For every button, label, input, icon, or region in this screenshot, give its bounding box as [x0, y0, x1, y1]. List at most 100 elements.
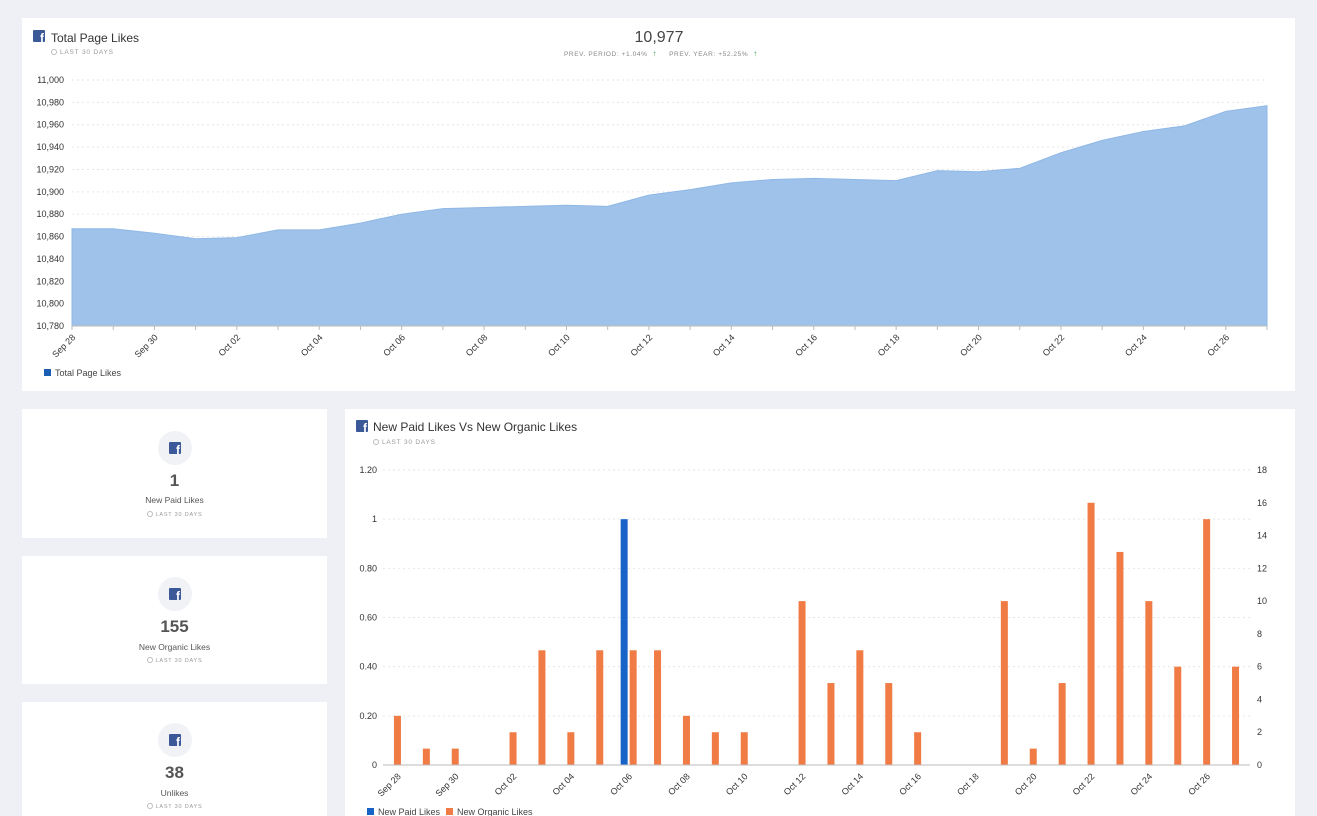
y-tick-label: 10,780	[36, 321, 64, 331]
period-label: LAST 30 DAYS	[51, 49, 114, 56]
stat-icon-circle	[158, 577, 192, 611]
x-tick-label: Oct 04	[299, 332, 325, 358]
y-tick-label: 10,820	[36, 276, 64, 286]
y-right-tick-label: 8	[1257, 629, 1262, 639]
x-tick-label: Oct 12	[628, 332, 654, 358]
y-tick-label: 11,000	[37, 75, 64, 85]
total-value: 10,977	[634, 29, 684, 46]
x-tick-label: Oct 22	[1071, 771, 1097, 797]
stat-card-paid: 1 New Paid Likes LAST 30 DAYS	[22, 409, 327, 538]
legend-swatch-paid	[367, 808, 374, 815]
bar-new-organic-likes	[711, 732, 719, 765]
y-right-tick-label: 18	[1257, 465, 1267, 475]
y-tick-label: 10,980	[36, 97, 64, 107]
paid-vs-organic-chart: 0 0.20 0.40 0.60 0.80 1 1.20 0 2 4 6 8 10 12 14 16 18 Sep…	[359, 465, 1267, 799]
prev-year-change: PREV. YEAR: +52.25%	[669, 51, 749, 58]
bar-new-organic-likes	[682, 715, 690, 765]
total-page-likes-card: Total Page Likes LAST 30 DAYS 10,977 PRE…	[22, 18, 1295, 391]
x-tick-label: Oct 14	[839, 771, 865, 797]
stat-value: 1	[169, 471, 180, 490]
stat-period: LAST 30 DAYS	[22, 511, 327, 518]
y-right-tick-label: 10	[1257, 596, 1267, 606]
comparison-row: PREV. PERIOD: +1.04% ↑ PREV. YEAR: +52.25%…	[564, 49, 770, 58]
y-left-tick-label: 0	[372, 760, 377, 770]
clock-icon	[146, 657, 153, 663]
y-left-tick-label: 1.20	[359, 465, 377, 475]
x-tick-label: Oct 24	[1123, 332, 1149, 358]
bar-new-organic-likes	[596, 650, 604, 765]
x-tick-label: Oct 18	[955, 771, 981, 797]
bar-new-organic-likes	[1029, 748, 1037, 765]
card-title: Total Page Likes	[51, 31, 140, 45]
y-tick-label: 10,860	[36, 232, 64, 242]
facebook-icon	[169, 734, 181, 746]
chart-legend[interactable]: New Paid Likes New Organic Likes	[367, 807, 533, 816]
bar-new-organic-likes	[422, 748, 430, 765]
x-tick-label: Oct 24	[1128, 771, 1154, 797]
bar-new-organic-likes	[1145, 601, 1153, 765]
x-tick-label: Oct 08	[464, 332, 490, 358]
stat-icon-circle	[158, 431, 192, 465]
x-tick-label: Oct 16	[897, 771, 923, 797]
clock-icon	[51, 49, 57, 55]
bar-new-organic-likes	[740, 732, 748, 765]
x-tick-label: Oct 08	[666, 771, 692, 797]
legend-swatch	[44, 369, 51, 376]
stat-value: 38	[165, 763, 184, 782]
bar-new-organic-likes	[1232, 666, 1240, 765]
y-right-tick-label: 4	[1257, 694, 1262, 704]
bar-new-organic-likes	[1087, 502, 1095, 765]
x-tick-label: Sep 30	[433, 771, 460, 798]
x-tick-label: Oct 06	[608, 771, 634, 797]
x-tick-label: Oct 26	[1186, 771, 1212, 797]
y-tick-label: 10,920	[36, 164, 64, 174]
y-tick-label: 10,960	[36, 120, 64, 130]
arrow-up-icon: ↑	[652, 49, 658, 58]
total-page-likes-chart: 10,780 10,800 10,820 10,840 10,860 10,880 10,9…	[36, 75, 1268, 360]
x-tick-label: Oct 02	[216, 332, 242, 358]
bar-new-organic-likes	[451, 748, 459, 765]
stat-value: 155	[160, 617, 189, 636]
stat-card-organic: 155 New Organic Likes LAST 30 DAYS	[22, 556, 327, 684]
bar-new-organic-likes	[827, 683, 835, 765]
y-tick-label: 10,840	[36, 254, 64, 264]
paid-vs-organic-card: New Paid Likes Vs New Organic Likes LAST…	[345, 409, 1295, 816]
bar-new-organic-likes	[1000, 601, 1008, 765]
facebook-icon	[169, 588, 181, 600]
x-tick-label: Oct 18	[876, 332, 902, 358]
chart-legend[interactable]: Total Page Likes	[44, 368, 121, 378]
y-tick-label: 10,940	[36, 142, 64, 152]
bar-new-organic-likes	[914, 732, 922, 765]
y-left-tick-label: 0.20	[359, 711, 377, 721]
bar-new-organic-likes	[1058, 683, 1066, 765]
facebook-icon	[33, 30, 45, 42]
y-tick-label: 10,900	[36, 187, 64, 197]
y-right-tick-label: 14	[1257, 531, 1267, 541]
facebook-icon	[356, 420, 368, 432]
x-tick-label: Oct 10	[546, 332, 572, 358]
bar-new-organic-likes	[509, 732, 517, 765]
stat-period: LAST 30 DAYS	[22, 657, 327, 664]
x-tick-label: Oct 06	[381, 332, 407, 358]
arrow-up-icon: ↑	[753, 49, 758, 58]
x-tick-label: Sep 28	[50, 332, 77, 359]
x-tick-label: Oct 20	[958, 332, 984, 358]
x-tick-label: Oct 16	[793, 332, 819, 358]
clock-icon	[146, 803, 153, 809]
area-series-total-page-likes	[71, 105, 1268, 327]
bar-new-paid-likes	[620, 519, 628, 765]
y-right-tick-label: 2	[1257, 727, 1262, 737]
stat-icon-circle	[158, 723, 192, 757]
bar-new-organic-likes	[393, 715, 401, 765]
x-tick-label: Oct 04	[550, 771, 576, 797]
y-left-tick-label: 0.80	[359, 563, 377, 573]
card-title: New Paid Likes Vs New Organic Likes	[373, 420, 578, 434]
bar-new-organic-likes	[654, 650, 662, 765]
stat-label: New Organic Likes	[138, 642, 211, 652]
bar-new-organic-likes	[567, 732, 575, 765]
bar-new-organic-likes	[1174, 666, 1182, 765]
y-left-tick-label: 1	[372, 514, 377, 524]
bar-new-organic-likes	[856, 650, 864, 765]
bar-new-organic-likes	[538, 650, 546, 765]
y-right-tick-label: 16	[1257, 498, 1267, 508]
